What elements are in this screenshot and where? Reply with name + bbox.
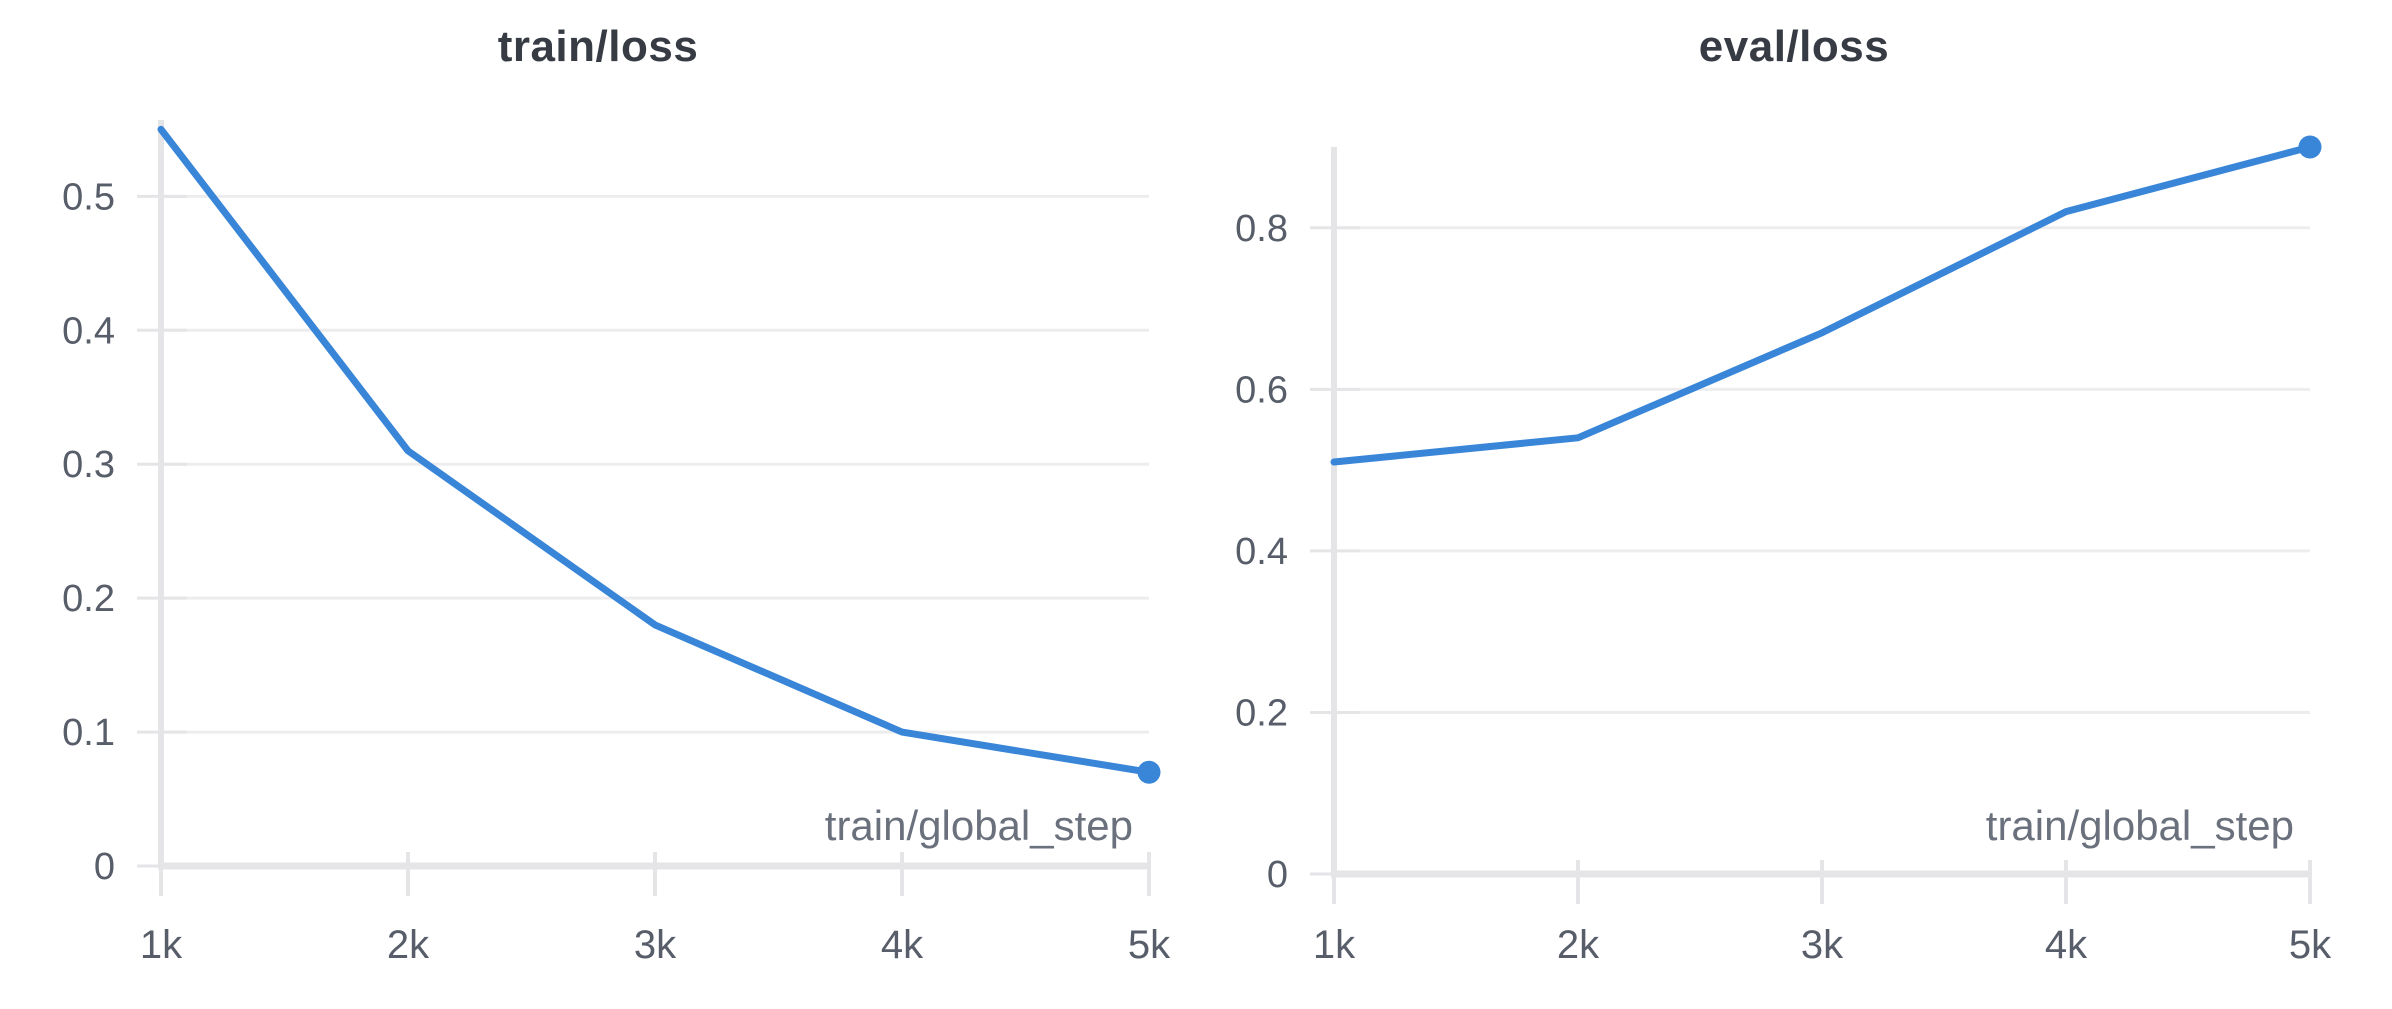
chart-title: eval/loss bbox=[1698, 22, 1890, 71]
x-tick-label: 4k bbox=[2045, 923, 2088, 967]
y-tick-label: 0.2 bbox=[1235, 692, 1288, 734]
y-tick-label: 0.3 bbox=[62, 444, 115, 486]
train-loss-plot: 0 0.1 0.2 0.3 0.4 0.5 1k 2k 3k 4k 5k bbox=[62, 120, 1171, 967]
y-tick-label: 0.4 bbox=[1235, 531, 1288, 573]
x-tick-label: 2k bbox=[1557, 923, 1600, 967]
x-axis-caption: train/global_step bbox=[824, 802, 1133, 849]
y-tick-label: 0 bbox=[1267, 854, 1288, 896]
x-tick-label: 4k bbox=[881, 923, 924, 967]
eval-loss-panel[interactable]: eval/loss 0 0.2 0.4 0.6 0.8 1k 2k 3k 4k 5k train/… bbox=[1196, 0, 2392, 1009]
chart-title: train/loss bbox=[497, 22, 699, 71]
y-tick-label: 0.8 bbox=[1235, 208, 1288, 250]
y-tick-label: 0.4 bbox=[62, 310, 115, 352]
endpoint-marker bbox=[2298, 135, 2322, 159]
x-tick-label: 3k bbox=[1801, 923, 1844, 967]
y-tick-label: 0.6 bbox=[1235, 369, 1288, 411]
loss-line bbox=[1330, 143, 2314, 466]
x-tick-label: 1k bbox=[1313, 923, 1356, 967]
x-tick-label: 2k bbox=[387, 923, 430, 967]
x-tick-label: 5k bbox=[2289, 923, 2332, 967]
x-tick-label: 1k bbox=[140, 923, 183, 967]
train-loss-panel[interactable]: train/loss 0 0.1 0.2 0.3 0.4 0.5 1k 2k 3k 4k 5k tr… bbox=[0, 0, 1196, 1009]
y-tick-label: 0.5 bbox=[62, 176, 115, 218]
eval-loss-plot: 0 0.2 0.4 0.6 0.8 1k 2k 3k 4k 5k bbox=[1235, 135, 2332, 967]
y-tick-label: 0 bbox=[94, 846, 115, 888]
x-tick-label: 5k bbox=[1128, 923, 1171, 967]
y-tick-label: 0.2 bbox=[62, 578, 115, 620]
loss-line bbox=[157, 125, 1153, 776]
x-tick-label: 3k bbox=[634, 923, 677, 967]
y-tick-label: 0.1 bbox=[62, 712, 115, 754]
endpoint-marker bbox=[1137, 760, 1161, 784]
x-axis-caption: train/global_step bbox=[1985, 802, 2294, 849]
